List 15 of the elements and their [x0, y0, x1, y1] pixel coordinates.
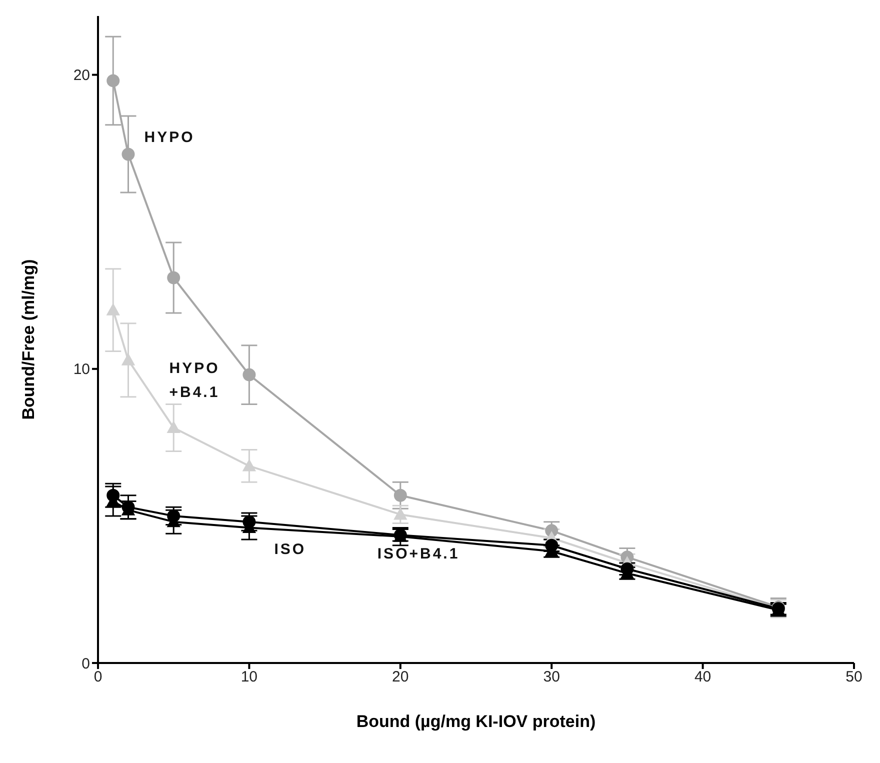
y-tick-label: 20: [73, 67, 90, 84]
x-axis-title: Bound (µg/mg KI-IOV protein): [356, 712, 596, 731]
y-axis-title: Bound/Free (ml/mg): [19, 259, 38, 420]
x-tick-label: 50: [846, 668, 862, 686]
series-label: ISO: [274, 540, 306, 558]
series-label: ISO+B4.1: [377, 546, 460, 563]
y-tick-label: 0: [82, 655, 90, 672]
x-tick-label: 40: [694, 668, 712, 686]
x-tick-label: 0: [94, 668, 102, 686]
y-tick-label: 10: [73, 361, 90, 378]
x-tick-label: 30: [543, 668, 560, 686]
series-label: HYPO: [144, 129, 195, 146]
x-tick-label: 20: [392, 668, 409, 686]
x-tick-label: 10: [240, 668, 258, 686]
series-label: HYPO +B4.1: [169, 360, 220, 402]
